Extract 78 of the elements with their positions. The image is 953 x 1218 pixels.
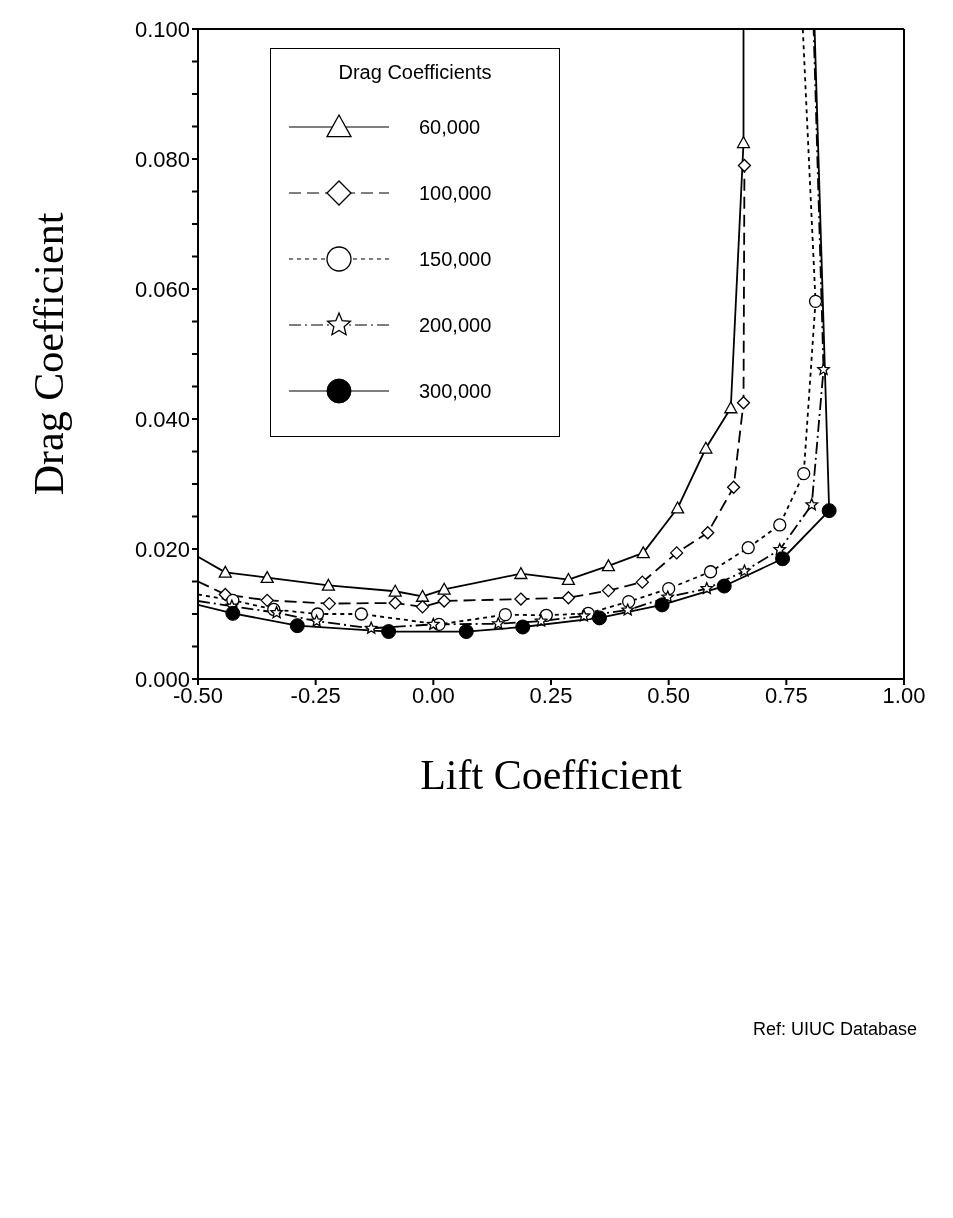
y-axis-title: Drag Coefficient	[25, 212, 72, 496]
point	[321, 578, 336, 591]
point	[805, 498, 819, 511]
point	[218, 587, 232, 602]
point	[437, 582, 451, 595]
point	[808, 294, 823, 308]
x-tick-label: -0.25	[290, 682, 341, 708]
point	[437, 594, 451, 608]
point	[701, 526, 715, 540]
point	[415, 589, 430, 602]
point	[218, 565, 232, 578]
point	[270, 606, 283, 619]
point	[260, 570, 274, 584]
point	[601, 583, 616, 598]
point	[737, 158, 752, 173]
point	[726, 480, 741, 494]
x-tick-label: 0.25	[529, 682, 573, 708]
point	[515, 619, 531, 635]
point	[289, 618, 305, 634]
point	[364, 621, 378, 634]
y-tick-label: 0.040	[134, 406, 190, 432]
point	[354, 607, 368, 621]
point	[716, 578, 732, 594]
point	[703, 565, 718, 579]
point	[670, 546, 684, 560]
x-tick-label: 0.75	[764, 682, 808, 708]
y-tick-label: 0.080	[134, 146, 190, 172]
point	[514, 567, 528, 580]
point	[736, 396, 751, 410]
x-axis-title: Lift Coefficient	[420, 752, 683, 798]
point	[498, 608, 512, 622]
point	[817, 362, 830, 376]
point	[491, 617, 505, 630]
text: Ref: UIUC Database	[752, 1019, 917, 1040]
legend-label: 300,000	[419, 379, 492, 403]
y-tick-label: 0.020	[134, 536, 190, 562]
point	[601, 559, 616, 572]
y-tick-label: 0.060	[134, 276, 190, 302]
point	[322, 596, 336, 611]
point	[670, 501, 685, 514]
point	[458, 624, 474, 640]
x-tick-label: 1.00	[882, 682, 926, 708]
point	[591, 610, 607, 626]
point	[797, 466, 811, 481]
point	[621, 603, 635, 616]
point	[724, 401, 738, 414]
point	[388, 584, 402, 597]
point	[738, 564, 751, 577]
point	[700, 582, 714, 595]
legend-title: Drag Coefficients	[337, 61, 493, 84]
point	[534, 614, 548, 627]
x-tick-label: 0.50	[647, 682, 691, 708]
point	[415, 600, 430, 614]
point	[775, 551, 791, 567]
point	[381, 624, 397, 640]
point	[561, 572, 576, 585]
point	[388, 596, 402, 610]
point	[736, 136, 751, 149]
point	[310, 614, 323, 627]
x-tick-label: 0.00	[411, 682, 455, 708]
legend-label: 100,000	[419, 181, 492, 205]
point	[773, 518, 787, 532]
point	[577, 609, 591, 622]
point	[260, 593, 274, 607]
point	[821, 503, 837, 519]
legend-label: 150,000	[419, 247, 492, 271]
point	[699, 441, 713, 454]
point	[514, 592, 528, 606]
point	[426, 617, 440, 630]
point	[741, 541, 755, 555]
point	[561, 591, 576, 605]
point	[654, 597, 670, 613]
y-tick-label: 0.100	[134, 16, 190, 42]
legend-label: 60,000	[419, 115, 481, 139]
point	[635, 575, 649, 589]
point	[636, 546, 650, 559]
point	[225, 605, 241, 621]
legend-label: 200,000	[419, 313, 492, 337]
